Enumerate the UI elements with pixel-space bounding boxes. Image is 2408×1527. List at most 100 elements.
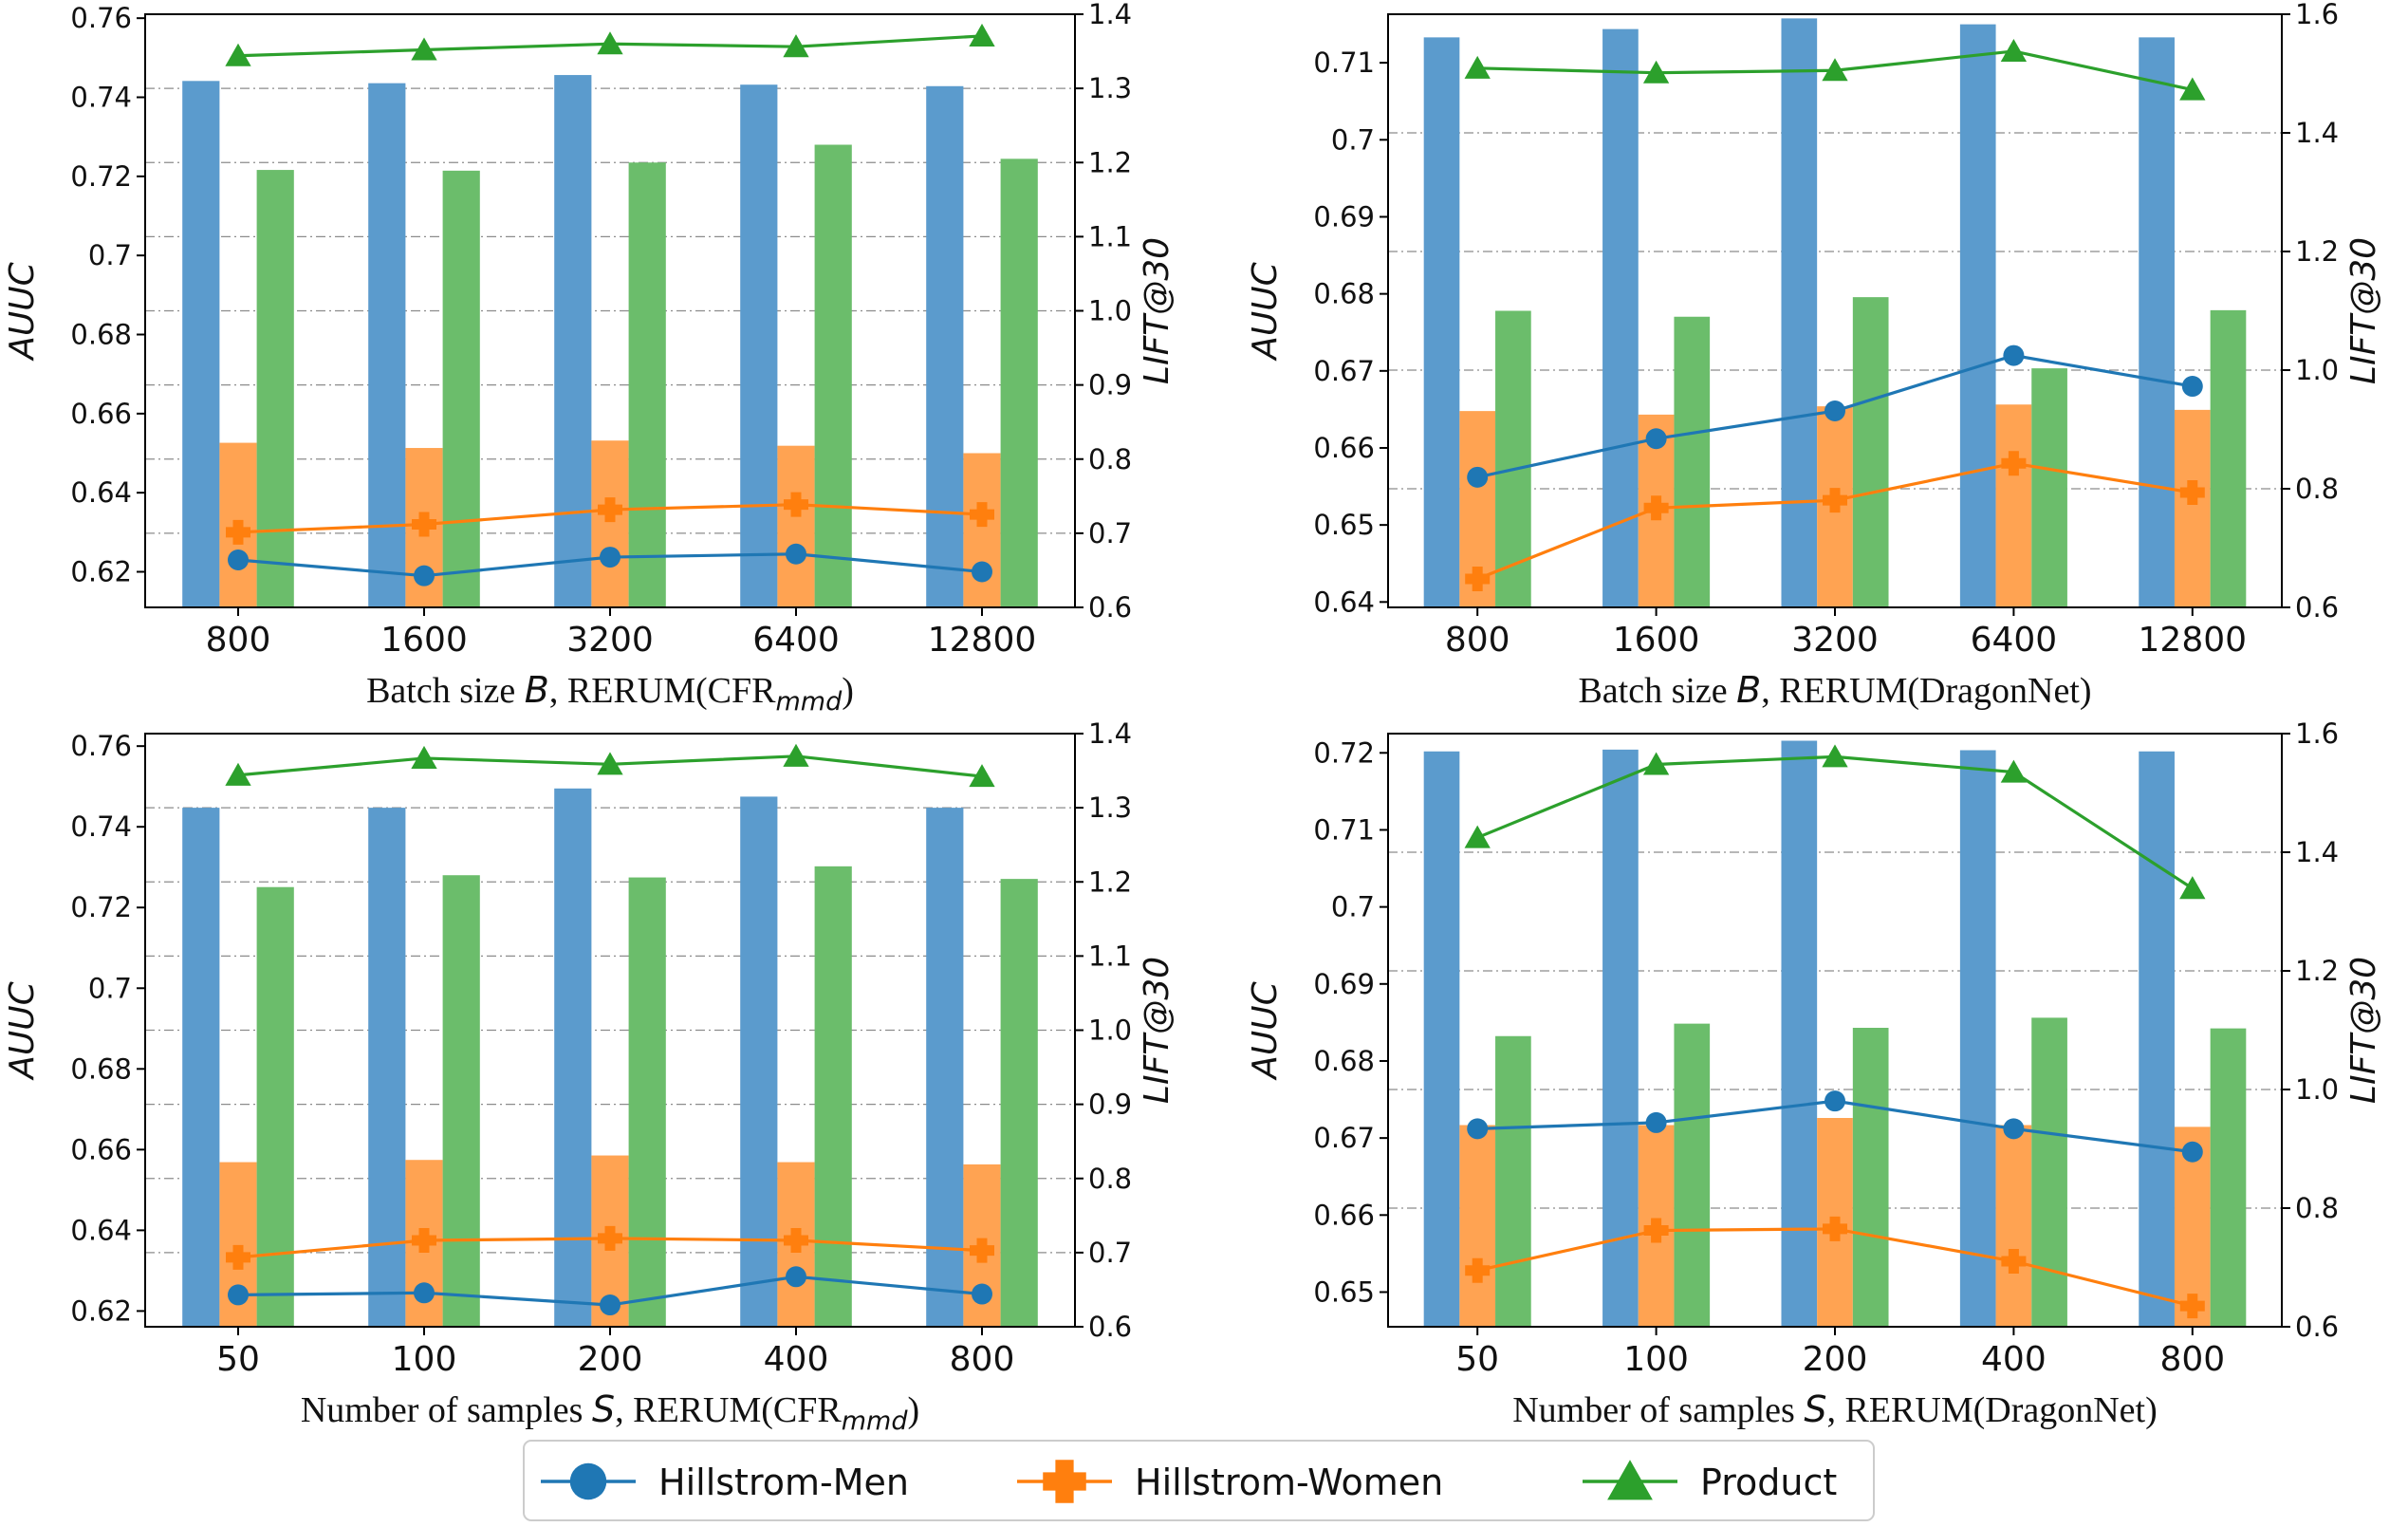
bar-men-200: [554, 788, 592, 1327]
left-tick-label: 0.76: [70, 2, 132, 34]
x-axis: 50 100 200 400 800: [216, 1327, 1014, 1379]
point-women-800: [1465, 566, 1491, 591]
point-men-6400: [786, 543, 806, 565]
bar-women-6400: [777, 445, 815, 607]
bar-men-400: [740, 796, 778, 1327]
x-tick-label: 12800: [2139, 621, 2248, 660]
point-product-200: [597, 752, 623, 775]
y-axis-label-right: LIFT@30: [1138, 957, 1176, 1104]
x-axis-label-variable: B: [525, 669, 549, 711]
bar-product-200: [1852, 1028, 1889, 1327]
legend-box: [523, 1440, 1875, 1521]
left-tick-label: 0.68: [70, 1052, 132, 1085]
x-axis-label-model: , RERUM(CFR: [549, 671, 776, 711]
x-tick-label: 800: [206, 621, 271, 660]
bar-men-1600: [368, 83, 406, 607]
right-tick-label: 1.4: [2295, 117, 2339, 149]
point-women-50: [1465, 1257, 1491, 1283]
left-tick-label: 0.7: [1331, 123, 1375, 156]
point-women-200: [1823, 1216, 1847, 1241]
point-women-400: [2001, 1249, 2027, 1275]
right-tick-label: 1.6: [2295, 717, 2339, 750]
point-product-12800: [2179, 77, 2206, 101]
point-women-100: [1643, 1218, 1669, 1243]
x-axis-label-end: ): [842, 671, 854, 711]
series-line-product: [1476, 754, 2194, 890]
left-tick-label: 0.67: [1313, 1122, 1375, 1154]
bar-women-6400: [1995, 404, 2032, 607]
bar-men-800: [2139, 751, 2175, 1327]
left-axis: 0.62 0.64 0.66 0.68 0.7 0.72 0.74 0.76: [70, 2, 145, 588]
x-tick-label: 3200: [566, 621, 654, 660]
right-tick-label: 1.2: [1088, 866, 1132, 898]
point-men-50: [228, 1284, 249, 1306]
bar-men-3200: [554, 75, 592, 607]
bar-men-6400: [1959, 24, 1996, 607]
right-tick-label: 0.8: [2295, 1192, 2339, 1224]
point-women-50: [226, 1244, 250, 1270]
left-tick-label: 0.74: [70, 810, 132, 843]
x-tick-label: 3200: [1791, 621, 1879, 660]
bars: [1423, 740, 2247, 1327]
point-product-800: [225, 43, 251, 66]
point-women-200: [598, 1225, 622, 1251]
point-product-50: [1464, 825, 1491, 848]
legend-marker-product: [1607, 1460, 1653, 1500]
left-tick-label: 0.68: [70, 319, 132, 351]
right-tick-label: 1.4: [2295, 836, 2339, 868]
right-tick-label: 0.6: [1088, 591, 1132, 624]
bar-men-50: [182, 808, 220, 1327]
chart-panel-2: 0.64 0.65 0.66 0.67 0.68 0.69 0.7 0.71 0.6 0.8 1.0…: [1246, 0, 2383, 711]
bar-women-50: [1459, 1125, 1496, 1327]
x-axis-label-variable: S: [592, 1388, 615, 1430]
bar-product-3200: [628, 162, 666, 607]
bar-women-12800: [963, 453, 1001, 607]
left-axis: 0.65 0.66 0.67 0.68 0.69 0.7 0.71 0.72: [1313, 736, 1388, 1308]
right-axis: 0.6 0.8 1.0 1.2 1.4 1.6: [2282, 717, 2339, 1343]
bar-men-50: [1423, 751, 1460, 1327]
left-tick-label: 0.68: [1313, 1045, 1375, 1077]
right-tick-label: 1.0: [2295, 1073, 2339, 1106]
bar-product-400: [2031, 1017, 2067, 1327]
point-men-12800: [972, 561, 992, 583]
left-tick-label: 0.67: [1313, 355, 1375, 387]
x-axis-label-main: Number of samples: [301, 1390, 592, 1430]
x-axis-label: Batch size B, RERUM(DragonNet): [1578, 669, 2091, 711]
legend-label-product: Product: [1700, 1462, 1837, 1503]
x-axis-label-subscript: mmd: [776, 687, 843, 717]
y-axis-label-right: LIFT@30: [2344, 957, 2383, 1104]
x-tick-label: 6400: [752, 621, 840, 660]
bar-product-200: [628, 877, 666, 1327]
left-tick-label: 0.65: [1313, 1276, 1375, 1308]
lines: [1464, 744, 2206, 1319]
bar-men-12800: [926, 85, 964, 607]
point-product-200: [1822, 744, 1848, 768]
left-tick-label: 0.62: [70, 556, 132, 588]
point-men-6400: [2003, 345, 2025, 366]
legend-label-women: Hillstrom-Women: [1135, 1462, 1443, 1503]
left-tick-label: 0.74: [70, 82, 132, 114]
point-product-50: [225, 762, 251, 786]
point-men-800: [2181, 1141, 2203, 1163]
left-tick-label: 0.7: [88, 239, 132, 271]
x-axis-label-model: , RERUM(DragonNet): [1761, 671, 2091, 711]
bar-product-800: [1495, 310, 1531, 607]
x-axis-label-subscript: mmd: [842, 1406, 909, 1436]
point-women-100: [412, 1228, 436, 1254]
bar-product-800: [1000, 879, 1038, 1327]
point-product-3200: [1822, 58, 1848, 82]
y-axis-label-right: LIFT@30: [1138, 237, 1176, 384]
right-tick-label: 1.1: [1088, 940, 1132, 972]
y-axis-label-left: AUUC: [1246, 261, 1285, 361]
point-women-800: [2179, 1294, 2205, 1319]
x-axis-label-variable: S: [1804, 1388, 1826, 1430]
left-tick-label: 0.7: [88, 972, 132, 1004]
x-tick-label: 100: [1623, 1340, 1689, 1379]
left-axis: 0.62 0.64 0.66 0.68 0.7 0.72 0.74 0.76: [70, 730, 145, 1327]
bar-product-12800: [1000, 158, 1038, 607]
point-men-200: [600, 1294, 621, 1316]
right-tick-label: 0.6: [1088, 1311, 1132, 1343]
right-tick-label: 1.3: [1088, 791, 1132, 824]
left-tick-label: 0.69: [1313, 200, 1375, 233]
point-women-800: [226, 519, 250, 545]
